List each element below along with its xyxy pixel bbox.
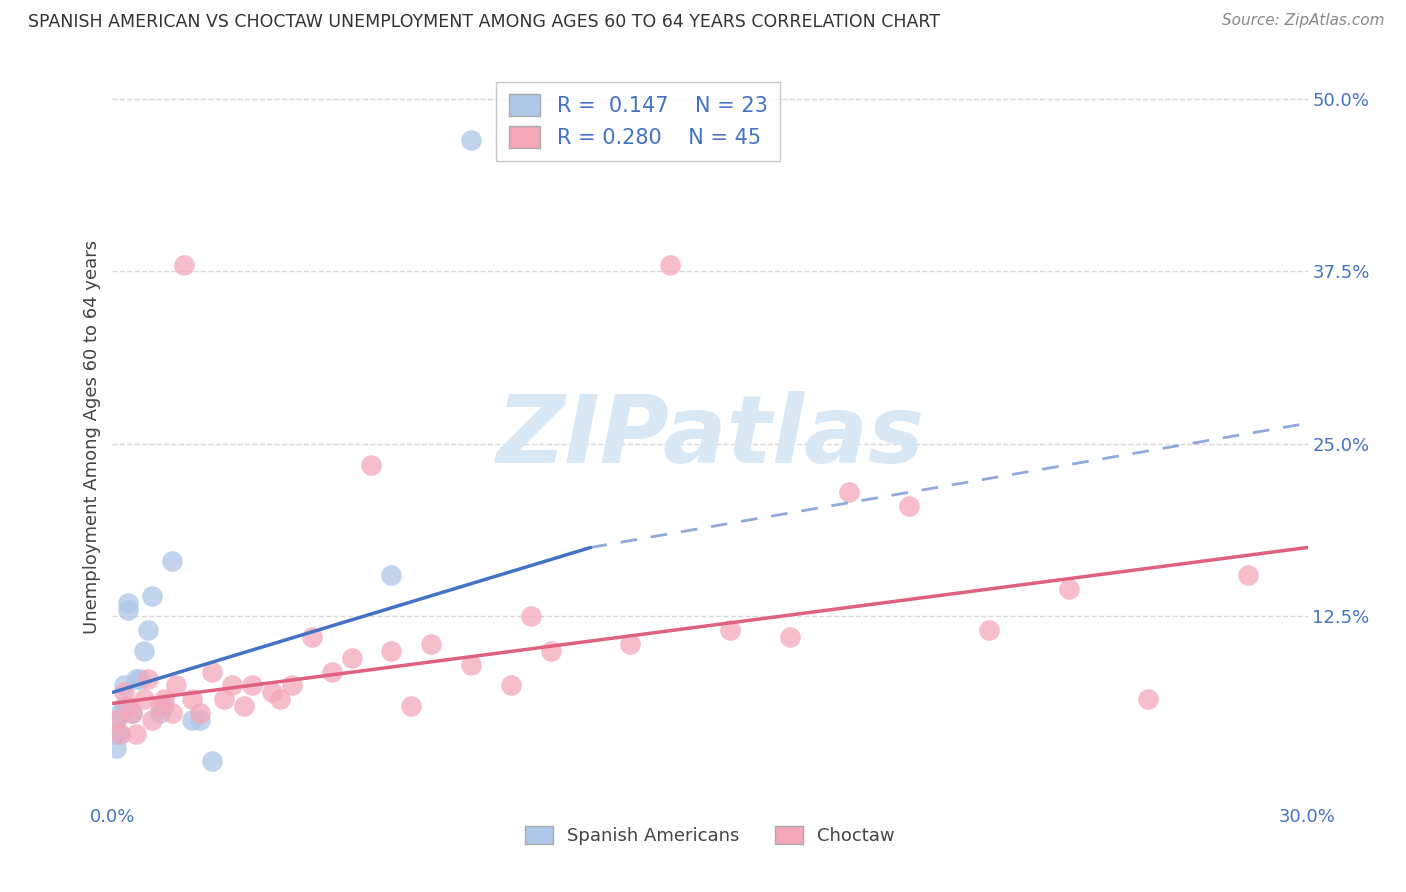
Point bbox=[165, 678, 187, 692]
Text: SPANISH AMERICAN VS CHOCTAW UNEMPLOYMENT AMONG AGES 60 TO 64 YEARS CORRELATION C: SPANISH AMERICAN VS CHOCTAW UNEMPLOYMENT… bbox=[28, 13, 941, 31]
Point bbox=[134, 692, 156, 706]
Point bbox=[260, 685, 283, 699]
Point bbox=[138, 672, 160, 686]
Point bbox=[269, 692, 291, 706]
Point bbox=[181, 692, 204, 706]
Point bbox=[121, 706, 143, 720]
Point bbox=[117, 596, 139, 610]
Y-axis label: Unemployment Among Ages 60 to 64 years: Unemployment Among Ages 60 to 64 years bbox=[83, 240, 101, 634]
Point bbox=[321, 665, 343, 679]
Point bbox=[138, 624, 160, 638]
Point bbox=[162, 706, 183, 720]
Point bbox=[188, 713, 211, 727]
Point bbox=[134, 644, 156, 658]
Point bbox=[212, 692, 235, 706]
Point bbox=[240, 678, 263, 692]
Point bbox=[110, 706, 132, 720]
Point bbox=[540, 644, 562, 658]
Point bbox=[105, 713, 128, 727]
Point bbox=[779, 630, 801, 644]
Point bbox=[460, 657, 482, 672]
Point bbox=[121, 706, 143, 720]
Point bbox=[221, 678, 243, 692]
Point bbox=[281, 678, 304, 692]
Point bbox=[110, 727, 132, 741]
Point bbox=[114, 685, 135, 699]
Point bbox=[977, 624, 1000, 638]
Point bbox=[520, 609, 543, 624]
Point bbox=[301, 630, 323, 644]
Point bbox=[149, 699, 172, 714]
Point bbox=[380, 644, 402, 658]
Point bbox=[125, 727, 148, 741]
Point bbox=[114, 678, 135, 692]
Point bbox=[141, 713, 163, 727]
Point bbox=[110, 727, 132, 741]
Point bbox=[153, 692, 176, 706]
Point bbox=[1057, 582, 1080, 596]
Point bbox=[233, 699, 256, 714]
Point bbox=[1237, 568, 1260, 582]
Point bbox=[201, 755, 224, 769]
Point bbox=[125, 672, 148, 686]
Point bbox=[105, 713, 128, 727]
Point bbox=[460, 133, 482, 147]
Text: ZIPatlas: ZIPatlas bbox=[496, 391, 924, 483]
Point bbox=[1137, 692, 1160, 706]
Point bbox=[360, 458, 382, 472]
Point bbox=[380, 568, 402, 582]
Point bbox=[619, 637, 641, 651]
Point bbox=[659, 258, 682, 272]
Point bbox=[114, 699, 135, 714]
Point bbox=[499, 678, 522, 692]
Point bbox=[117, 602, 139, 616]
Point bbox=[173, 258, 195, 272]
Point bbox=[117, 699, 139, 714]
Point bbox=[340, 651, 363, 665]
Point bbox=[188, 706, 211, 720]
Point bbox=[718, 624, 741, 638]
Point bbox=[898, 499, 921, 513]
Point bbox=[162, 554, 183, 568]
Point bbox=[149, 706, 172, 720]
Point bbox=[105, 740, 128, 755]
Point bbox=[181, 713, 204, 727]
Point bbox=[129, 672, 152, 686]
Point bbox=[141, 589, 163, 603]
Point bbox=[420, 637, 443, 651]
Text: Source: ZipAtlas.com: Source: ZipAtlas.com bbox=[1222, 13, 1385, 29]
Point bbox=[153, 699, 176, 714]
Legend: Spanish Americans, Choctaw: Spanish Americans, Choctaw bbox=[519, 819, 901, 852]
Point bbox=[201, 665, 224, 679]
Point bbox=[401, 699, 423, 714]
Point bbox=[105, 727, 128, 741]
Point bbox=[838, 485, 860, 500]
